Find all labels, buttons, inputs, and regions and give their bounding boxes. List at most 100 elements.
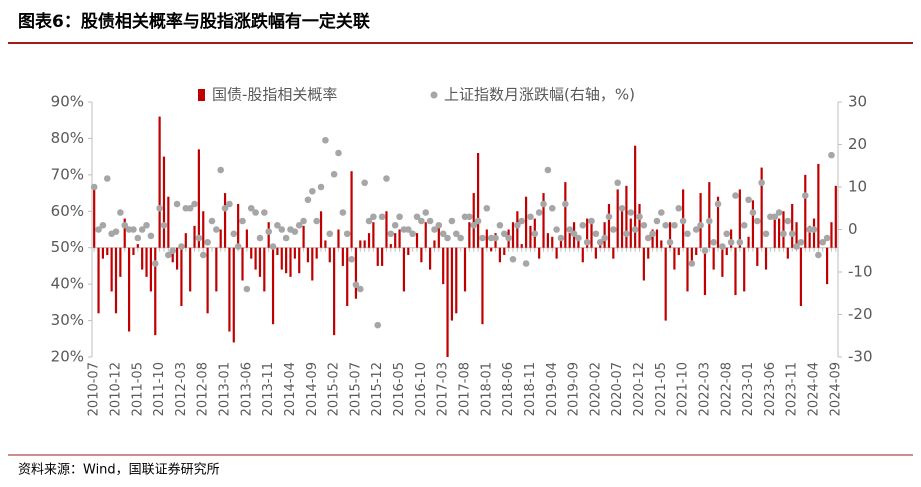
x-tick-label: 2022-08 — [719, 362, 734, 416]
dot — [165, 251, 172, 259]
bar — [773, 214, 776, 248]
dot — [675, 204, 683, 212]
bar — [594, 247, 597, 259]
bar — [730, 229, 733, 248]
x-tick-label: 2013-01 — [218, 362, 233, 416]
bar — [228, 247, 231, 332]
dot — [623, 230, 630, 238]
bar — [324, 240, 327, 248]
bar — [498, 247, 502, 263]
bar — [306, 247, 310, 263]
dot — [658, 209, 665, 216]
bar — [782, 211, 785, 248]
bar — [808, 225, 811, 248]
dot — [117, 209, 124, 216]
dot — [788, 230, 796, 238]
dot — [138, 226, 146, 233]
dot — [531, 230, 539, 238]
y-tick-label: 50% — [51, 238, 84, 256]
dot — [780, 230, 787, 238]
x-tick-label: 2013-06 — [239, 362, 254, 416]
bar — [245, 229, 248, 248]
bar — [193, 225, 196, 248]
bar — [258, 247, 262, 277]
legend-label: 国债-股指相关概率 — [212, 86, 337, 104]
dot — [217, 166, 224, 174]
dot — [527, 213, 534, 221]
dot — [714, 200, 722, 208]
x-tick-label: 2012-08 — [196, 362, 211, 416]
dot — [396, 213, 403, 221]
dot — [247, 204, 255, 212]
bar — [555, 247, 558, 259]
dot — [457, 234, 464, 242]
x-tick-label: 2017-03 — [436, 362, 451, 416]
bar — [219, 229, 222, 248]
bar — [538, 247, 541, 259]
dot — [134, 234, 142, 242]
dot — [361, 179, 368, 187]
dot — [592, 230, 600, 238]
bar — [241, 247, 244, 281]
bar — [114, 247, 118, 314]
dot — [588, 217, 595, 225]
dot — [335, 149, 342, 157]
bar — [695, 247, 698, 255]
dot — [509, 255, 517, 263]
bar — [254, 247, 257, 270]
dot — [234, 243, 242, 250]
dot — [300, 217, 307, 225]
bar — [389, 244, 392, 248]
dot — [322, 136, 329, 144]
dot — [413, 213, 421, 221]
x-tick-label: 2015-12 — [370, 362, 385, 416]
dot — [204, 238, 211, 246]
dot — [688, 260, 696, 267]
dot — [727, 238, 735, 246]
bar — [542, 193, 545, 248]
dot — [640, 221, 648, 229]
source: 资料来源：Wind，国联证券研究所 — [18, 462, 220, 478]
bar — [167, 196, 170, 248]
x-tick-label: 2023-11 — [785, 362, 800, 416]
bar — [568, 233, 571, 248]
dot — [710, 238, 717, 246]
bar — [485, 229, 488, 248]
dot — [618, 204, 626, 212]
dot — [186, 204, 194, 212]
dot — [195, 234, 203, 242]
dot — [291, 228, 299, 235]
bar — [551, 236, 554, 248]
dot — [828, 151, 835, 159]
bar — [638, 204, 641, 248]
dot — [740, 221, 748, 229]
bar — [712, 247, 715, 270]
y2-tick-label: -10 — [848, 263, 873, 281]
dot — [95, 226, 102, 233]
bar — [647, 247, 650, 259]
bar — [799, 247, 803, 306]
bar — [442, 247, 445, 285]
dot — [278, 226, 286, 233]
bar — [703, 247, 707, 296]
dot — [775, 209, 783, 216]
bar — [293, 247, 296, 259]
dot — [544, 166, 552, 174]
dot — [261, 209, 268, 216]
dot — [644, 234, 652, 242]
dot — [797, 238, 805, 246]
dot — [444, 234, 451, 242]
dot — [762, 230, 770, 238]
y-tick-label: 90% — [51, 93, 84, 111]
bar — [743, 247, 746, 292]
bar — [376, 247, 379, 266]
dot — [500, 230, 508, 238]
dot — [466, 213, 473, 221]
x-tick-label: 2019-09 — [567, 362, 582, 416]
bar — [577, 240, 580, 248]
dot — [627, 209, 635, 216]
bar — [629, 218, 632, 248]
x-tick-label: 2020-07 — [610, 362, 625, 416]
bar — [302, 225, 305, 248]
